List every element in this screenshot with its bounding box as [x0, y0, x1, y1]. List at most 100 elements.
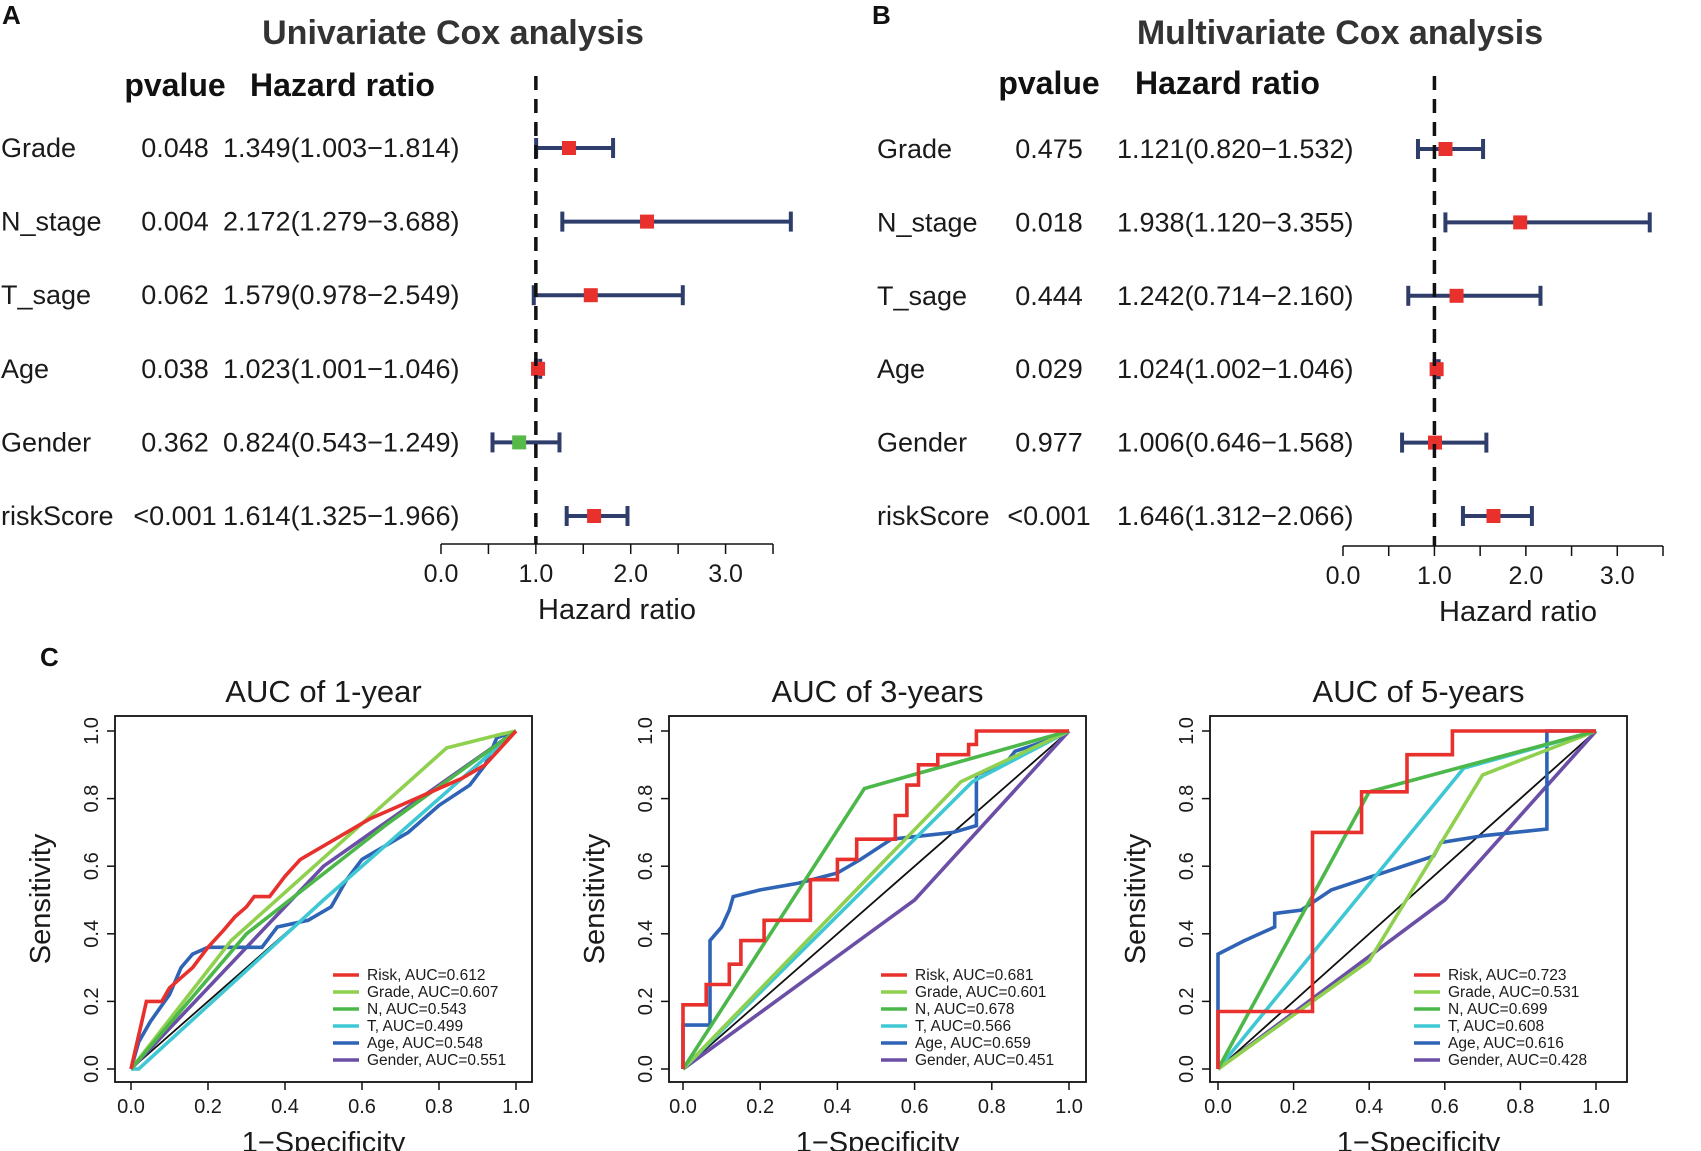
legend-label-age: Age, AUC=0.616 [1448, 1035, 1564, 1052]
row-variable: T_sage [1, 280, 91, 310]
roc-curve-age [1216, 729, 1596, 1069]
x-tick-label: 0.4 [271, 1096, 299, 1118]
hazard-ratio-marker [1427, 435, 1442, 450]
hazard-ratio-marker [1438, 142, 1453, 156]
hazard-ratio-marker [561, 141, 576, 155]
panel-label-c: C [40, 642, 59, 672]
legend-label-gender: Gender, AUC=0.428 [1448, 1052, 1587, 1069]
x-axis-label: 1−Specificity [796, 1127, 960, 1151]
y-tick-label: 0.8 [635, 785, 657, 813]
row-pvalue: 0.362 [141, 427, 209, 457]
x-tick-label: 0.0 [1204, 1096, 1232, 1118]
x-axis-label: 1−Specificity [1337, 1127, 1501, 1151]
x-tick-label: 1.0 [518, 560, 553, 588]
x-tick-label: 0.2 [746, 1096, 774, 1118]
legend-label-risk: Risk, AUC=0.723 [1448, 967, 1566, 984]
x-tick-label: 0.0 [669, 1096, 697, 1118]
legend-label-n: N, AUC=0.699 [1448, 1001, 1548, 1018]
y-tick-label: 1.0 [1176, 717, 1198, 745]
row-hazard-ratio: 1.579(0.978−2.549) [223, 280, 459, 310]
row-variable: riskScore [877, 501, 990, 531]
x-tick-label: 1.0 [1417, 562, 1452, 590]
legend-label-n: N, AUC=0.543 [367, 1001, 467, 1018]
y-tick-label: 1.0 [81, 717, 103, 745]
legend-label-grade: Grade, AUC=0.607 [367, 984, 498, 1001]
legend-label-risk: Risk, AUC=0.681 [915, 967, 1033, 984]
y-tick-label: 0.6 [81, 852, 103, 880]
y-tick-label: 0.6 [1176, 852, 1198, 880]
forest-title: Univariate Cox analysis [262, 14, 644, 52]
hazard-ratio-marker [1486, 509, 1501, 523]
row-hazard-ratio: 1.006(0.646−1.568) [1117, 428, 1353, 458]
row-variable: Age [877, 354, 925, 384]
hazard-ratio-header: Hazard ratio [1135, 65, 1320, 101]
y-tick-label: 0.2 [81, 987, 103, 1015]
hazard-ratio-header: Hazard ratio [250, 67, 435, 103]
x-axis-label: 1−Specificity [242, 1127, 406, 1151]
panel-label-b: B [872, 0, 891, 30]
row-hazard-ratio: 1.646(1.312−2.066) [1117, 501, 1353, 531]
diagonal-reference-line [682, 730, 1070, 1070]
hazard-ratio-marker [640, 214, 655, 229]
roc-curve-grade [681, 729, 1070, 1071]
x-axis-label: Hazard ratio [538, 594, 696, 626]
x-tick-label: 2.0 [613, 560, 648, 588]
plot-frame [668, 715, 1087, 1083]
hazard-ratio-marker [512, 435, 527, 450]
row-pvalue: 0.029 [1015, 354, 1083, 384]
roc-chart-3-years: AUC of 3-years 0.0 0.0 0.2 0.2 0.4 0.4 0.6 0.6 0.… [579, 674, 1087, 1151]
row-variable: Grade [1, 133, 76, 163]
x-tick-label: 1.0 [1582, 1096, 1610, 1118]
plot-frame [1209, 715, 1628, 1083]
roc-curve-grade [1216, 729, 1597, 1071]
forest-plot-multivariate: Multivariate Cox analysis pvalue Hazard ra… [877, 14, 1664, 628]
x-tick-label: 3.0 [708, 560, 743, 588]
row-pvalue: 0.444 [1015, 281, 1083, 311]
y-axis-label: Sensitivity [1120, 833, 1152, 964]
hazard-ratio-marker [1513, 215, 1528, 230]
x-tick-label: 2.0 [1508, 562, 1543, 590]
x-tick-label: 0.0 [117, 1096, 145, 1118]
row-hazard-ratio: 1.121(0.820−1.532) [1117, 134, 1353, 164]
y-tick-label: 1.0 [635, 717, 657, 745]
row-pvalue: 0.018 [1015, 207, 1083, 237]
x-tick-label: 1.0 [1055, 1096, 1083, 1118]
x-tick-label: 0.8 [425, 1096, 453, 1118]
row-hazard-ratio: 1.614(1.325−1.966) [223, 501, 459, 531]
y-tick-label: 0.0 [81, 1055, 103, 1083]
x-tick-label: 1.0 [502, 1096, 530, 1118]
row-hazard-ratio: 2.172(1.279−3.688) [223, 207, 459, 237]
x-tick-label: 0.2 [1280, 1096, 1308, 1118]
roc-curve-grade [129, 729, 517, 1071]
x-tick-label: 0.8 [1506, 1096, 1534, 1118]
row-pvalue: 0.048 [141, 133, 209, 163]
legend-label-n: N, AUC=0.678 [915, 1001, 1015, 1018]
y-tick-label: 0.2 [1176, 987, 1198, 1015]
roc-curve-risk [129, 729, 518, 1070]
hazard-ratio-marker [583, 288, 598, 303]
row-variable: Grade [877, 134, 952, 164]
row-pvalue: 0.475 [1015, 134, 1083, 164]
row-pvalue: 0.977 [1015, 428, 1083, 458]
roc-curve-risk [681, 729, 1069, 1069]
row-variable: Gender [1, 427, 91, 457]
row-pvalue: 0.062 [141, 280, 209, 310]
roc-chart-1-year: AUC of 1-year 0.0 0.0 0.2 0.2 0.4 0.4 0.6 0.6 0.8… [25, 674, 533, 1151]
legend-label-gender: Gender, AUC=0.551 [367, 1052, 506, 1069]
x-tick-label: 3.0 [1600, 562, 1635, 590]
pvalue-header: pvalue [998, 65, 1099, 101]
row-variable: Age [1, 354, 49, 384]
x-tick-label: 0.0 [424, 560, 459, 588]
x-axis-label: Hazard ratio [1439, 596, 1597, 628]
plot-frame [114, 715, 533, 1083]
x-tick-label: 0.0 [1326, 562, 1361, 590]
y-tick-label: 0.0 [1176, 1055, 1198, 1083]
row-pvalue: <0.001 [1007, 501, 1090, 531]
hazard-ratio-marker [1449, 288, 1464, 303]
row-variable: N_stage [877, 207, 978, 237]
row-variable: T_sage [877, 281, 967, 311]
row-hazard-ratio: 0.824(0.543−1.249) [223, 427, 459, 457]
y-tick-label: 0.8 [1176, 785, 1198, 813]
hazard-ratio-marker [1429, 362, 1444, 377]
